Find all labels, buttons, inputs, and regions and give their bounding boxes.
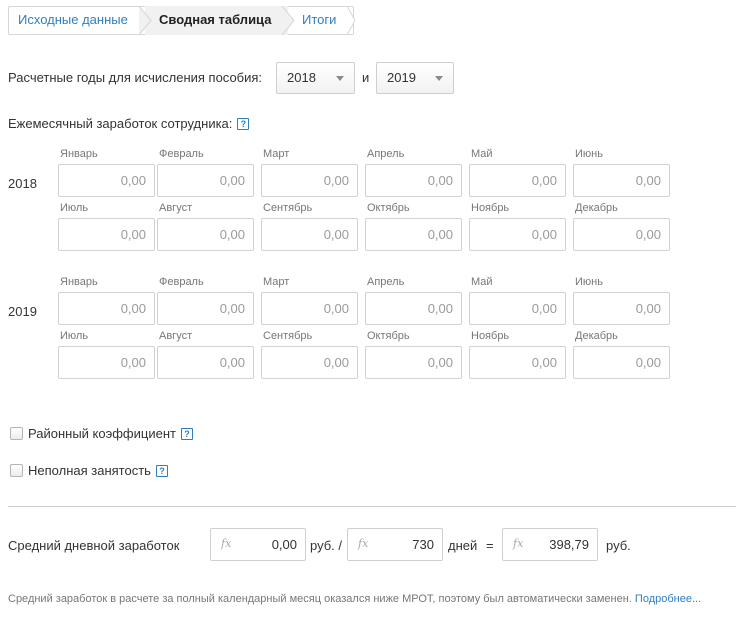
calc-years-label: Расчетные годы для исчисления пособия:: [8, 70, 263, 85]
month-label: Октябрь: [367, 330, 410, 342]
help-icon[interactable]: ?: [237, 118, 250, 130]
month-earnings-input[interactable]: 0,00: [365, 346, 462, 379]
month-label: Июль: [60, 330, 89, 342]
month-earnings-input[interactable]: 0,00: [157, 218, 254, 251]
average-daily-label: Средний дневной заработок: [8, 538, 180, 553]
help-icon[interactable]: ?: [180, 427, 193, 440]
month-earnings-input[interactable]: 0,00: [157, 346, 254, 379]
part-time-label: Неполная занятость: [28, 463, 151, 478]
help-icon[interactable]: ?: [155, 464, 168, 477]
month-earnings-input[interactable]: 0,00: [573, 346, 670, 379]
formula-icon: fx: [221, 537, 232, 550]
month-earnings-input[interactable]: 0,00: [58, 164, 155, 197]
step-end-icon: [347, 6, 356, 35]
wizard-steps: Исходные данные Сводная таблица Итоги: [8, 6, 356, 35]
month-label: Июнь: [575, 276, 603, 288]
formula-icon: fx: [358, 537, 369, 550]
chevron-down-icon: [435, 76, 443, 81]
month-earnings-input[interactable]: 0,00: [261, 346, 358, 379]
month-label: Июнь: [575, 148, 603, 160]
part-time-checkbox[interactable]: [10, 464, 23, 477]
year2-value: 2019: [387, 70, 416, 85]
month-label: Февраль: [159, 276, 204, 288]
month-earnings-input[interactable]: 0,00: [157, 164, 254, 197]
more-link[interactable]: Подробнее...: [634, 593, 702, 605]
days-field[interactable]: fx 730: [347, 528, 443, 561]
average-result-value: 398,79: [549, 537, 589, 552]
month-label: Июль: [60, 202, 89, 214]
currency-label: руб.: [606, 538, 631, 553]
month-label: Ноябрь: [471, 202, 510, 214]
month-label: Декабрь: [575, 330, 618, 342]
monthly-earnings-text: Ежемесячный заработок сотрудника:: [8, 116, 233, 131]
month-earnings-input[interactable]: 0,00: [365, 164, 462, 197]
month-earnings-input[interactable]: 0,00: [469, 292, 566, 325]
year2-select[interactable]: 2019: [376, 62, 454, 94]
regional-coefficient-option[interactable]: Районный коэффициент ?: [10, 426, 193, 441]
section-divider: [8, 506, 736, 507]
regional-coefficient-checkbox[interactable]: [10, 427, 23, 440]
step-separator-icon: [281, 6, 295, 35]
year1-select[interactable]: 2018: [276, 62, 355, 94]
month-label: Март: [263, 276, 290, 288]
month-earnings-input[interactable]: 0,00: [58, 346, 155, 379]
month-label: Август: [159, 330, 193, 342]
month-earnings-input[interactable]: 0,00: [157, 292, 254, 325]
month-label: Декабрь: [575, 202, 618, 214]
month-label: Апрель: [367, 148, 405, 160]
average-result-field[interactable]: fx 398,79: [502, 528, 598, 561]
month-earnings-input[interactable]: 0,00: [573, 218, 670, 251]
year-label: 2019: [8, 304, 37, 319]
month-earnings-input[interactable]: 0,00: [261, 164, 358, 197]
month-earnings-input[interactable]: 0,00: [469, 218, 566, 251]
month-earnings-input[interactable]: 0,00: [58, 218, 155, 251]
year-label: 2018: [8, 176, 37, 191]
month-label: Апрель: [367, 276, 405, 288]
currency-per-label: руб. /: [310, 538, 343, 553]
mrot-note-text: Средний заработок в расчете за полный ка…: [8, 593, 632, 605]
equals-sign: =: [486, 538, 494, 553]
month-label: Сентябрь: [263, 330, 313, 342]
month-earnings-input[interactable]: 0,00: [573, 164, 670, 197]
month-earnings-input[interactable]: 0,00: [573, 292, 670, 325]
month-label: Январь: [60, 276, 98, 288]
step-results[interactable]: Итоги: [288, 6, 354, 35]
month-label: Ноябрь: [471, 330, 510, 342]
regional-coefficient-label: Районный коэффициент: [28, 426, 176, 441]
part-time-option[interactable]: Неполная занятость ?: [10, 463, 168, 478]
step-separator-icon: [138, 6, 152, 35]
month-earnings-input[interactable]: 0,00: [365, 218, 462, 251]
years-connector: и: [362, 70, 370, 85]
month-earnings-input[interactable]: 0,00: [261, 292, 358, 325]
month-label: Март: [263, 148, 290, 160]
month-label: Май: [471, 148, 493, 160]
chevron-down-icon: [336, 76, 344, 81]
mrot-note: Средний заработок в расчете за полный ка…: [8, 593, 701, 605]
total-earnings-field[interactable]: fx 0,00: [210, 528, 306, 561]
days-unit-label: дней: [448, 538, 478, 553]
month-label: Август: [159, 202, 193, 214]
month-label: Май: [471, 276, 493, 288]
step-label: Итоги: [302, 12, 337, 27]
days-value: 730: [412, 537, 434, 552]
year1-value: 2018: [287, 70, 316, 85]
month-earnings-input[interactable]: 0,00: [469, 164, 566, 197]
total-earnings-value: 0,00: [271, 537, 297, 552]
monthly-earnings-label: Ежемесячный заработок сотрудника:?: [8, 116, 250, 131]
month-label: Февраль: [159, 148, 204, 160]
step-summary-table[interactable]: Сводная таблица: [145, 6, 288, 35]
month-earnings-input[interactable]: 0,00: [365, 292, 462, 325]
month-earnings-input[interactable]: 0,00: [58, 292, 155, 325]
step-label: Исходные данные: [18, 12, 128, 27]
month-earnings-input[interactable]: 0,00: [261, 218, 358, 251]
month-label: Сентябрь: [263, 202, 313, 214]
month-label: Январь: [60, 148, 98, 160]
month-label: Октябрь: [367, 202, 410, 214]
step-label: Сводная таблица: [159, 12, 272, 27]
step-source-data[interactable]: Исходные данные: [8, 6, 145, 35]
month-earnings-input[interactable]: 0,00: [469, 346, 566, 379]
formula-icon: fx: [513, 537, 524, 550]
